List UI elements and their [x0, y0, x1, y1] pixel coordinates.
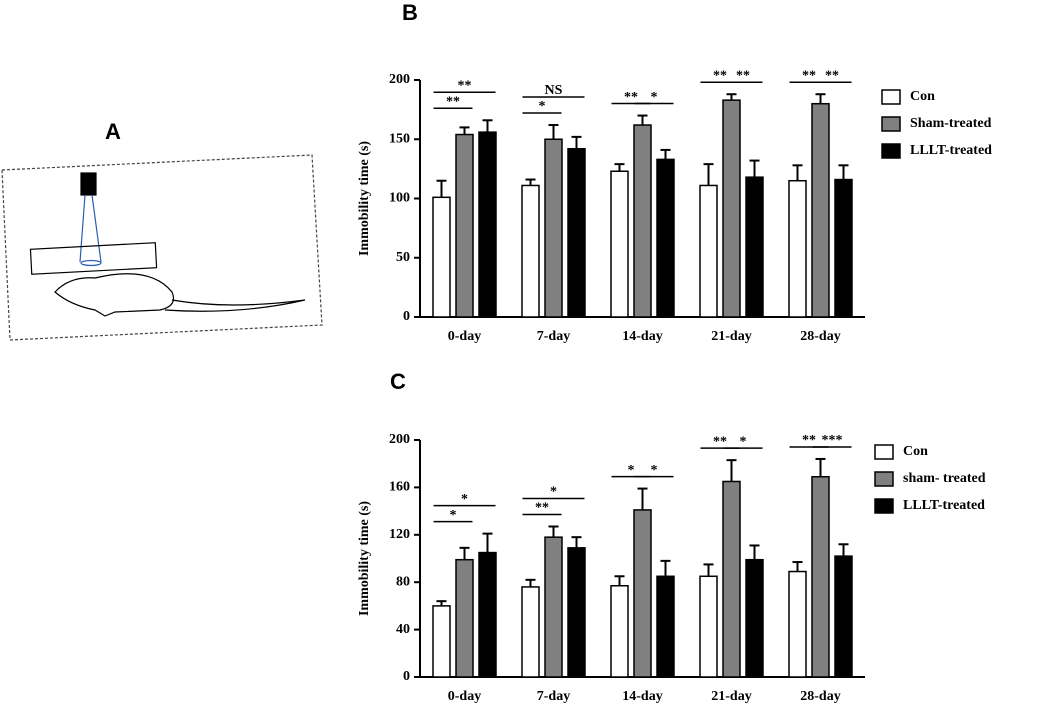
significance-label: * — [628, 463, 635, 478]
bar — [478, 131, 497, 318]
bar — [610, 585, 629, 678]
laser — [80, 172, 97, 196]
y-tick-label: 0 — [403, 669, 410, 684]
bar — [432, 605, 451, 678]
x-tick-label: 0-day — [448, 329, 481, 344]
bar — [811, 475, 830, 678]
y-tick-label: 50 — [396, 250, 410, 265]
y-tick-label: 150 — [389, 131, 410, 146]
y-tick-label: 160 — [389, 480, 410, 495]
bar — [633, 124, 652, 318]
legend-label: Sham-treated — [910, 116, 992, 131]
significance-label: ** — [736, 68, 750, 83]
bar — [567, 547, 586, 678]
bar — [455, 558, 474, 678]
bar — [567, 147, 586, 318]
significance-label: * — [651, 463, 658, 478]
significance-label: ** — [446, 95, 460, 110]
bar — [656, 575, 675, 678]
significance-label: * — [461, 492, 468, 507]
x-tick-label: 7-day — [537, 329, 570, 344]
legend-label: LLLT-treated — [903, 498, 985, 513]
significance-label: ** — [802, 433, 816, 448]
x-tick-label: 28-day — [800, 329, 840, 344]
significance-label: * — [450, 508, 457, 523]
y-tick-label: 200 — [389, 72, 410, 87]
legend-swatch — [881, 116, 901, 132]
y-axis-label: Immobility time (s) — [357, 141, 372, 256]
significance-label: * — [740, 434, 747, 449]
significance-label: ** — [624, 90, 638, 105]
bar — [656, 158, 675, 318]
x-tick-label: 14-day — [622, 329, 662, 344]
mouse — [54, 273, 306, 317]
legend-label: Con — [910, 89, 935, 104]
bar — [521, 184, 540, 318]
y-tick-label: 200 — [389, 432, 410, 447]
bar — [722, 480, 741, 678]
significance-label: *** — [822, 433, 843, 448]
x-tick-label: 21-day — [711, 329, 751, 344]
bar — [544, 536, 563, 678]
bar — [478, 551, 497, 678]
bar — [788, 570, 807, 678]
bar — [610, 170, 629, 318]
bar — [788, 179, 807, 318]
significance-label: ** — [802, 68, 816, 83]
x-tick-label: 28-day — [800, 689, 840, 704]
bar — [699, 184, 718, 318]
plate — [29, 242, 158, 275]
significance-label: * — [651, 90, 658, 105]
bar — [455, 133, 474, 318]
panel-label: A — [105, 119, 121, 144]
bar — [834, 555, 853, 678]
bar — [521, 586, 540, 678]
significance-label: * — [539, 99, 546, 114]
x-tick-label: 7-day — [537, 689, 570, 704]
bar — [722, 99, 741, 318]
bar — [633, 509, 652, 678]
bar — [745, 558, 764, 678]
legend-label: sham- treated — [903, 471, 986, 486]
significance-label: ** — [825, 68, 839, 83]
x-tick-label: 0-day — [448, 689, 481, 704]
frame — [1, 154, 323, 341]
bar — [699, 575, 718, 678]
legend-swatch — [874, 444, 894, 460]
panel-label: C — [390, 369, 406, 394]
significance-label: * — [550, 485, 557, 500]
bar — [834, 178, 853, 318]
y-tick-label: 120 — [389, 527, 410, 542]
legend-swatch — [881, 143, 901, 159]
panel-label: B — [402, 0, 418, 25]
y-tick-label: 100 — [389, 191, 410, 206]
significance-label: ** — [713, 68, 727, 83]
x-tick-label: 14-day — [622, 689, 662, 704]
legend-label: Con — [903, 444, 928, 459]
bar — [544, 138, 563, 318]
significance-label: ** — [713, 434, 727, 449]
significance-label: ** — [458, 79, 472, 94]
bar — [745, 176, 764, 318]
significance-label: ** — [535, 501, 549, 516]
bar — [432, 196, 451, 318]
legend-swatch — [874, 471, 894, 487]
legend-swatch — [881, 89, 901, 105]
bar — [811, 102, 830, 318]
legend-swatch — [874, 498, 894, 514]
spot — [80, 259, 102, 267]
illustration — [1, 154, 323, 341]
y-tick-label: 40 — [396, 622, 410, 637]
legend-label: LLLT-treated — [910, 143, 992, 158]
beam — [79, 194, 102, 263]
y-axis-label: Immobility time (s) — [357, 501, 372, 616]
y-tick-label: 0 — [403, 309, 410, 324]
y-tick-label: 80 — [396, 574, 410, 589]
x-tick-label: 21-day — [711, 689, 751, 704]
significance-label: NS — [545, 83, 563, 98]
